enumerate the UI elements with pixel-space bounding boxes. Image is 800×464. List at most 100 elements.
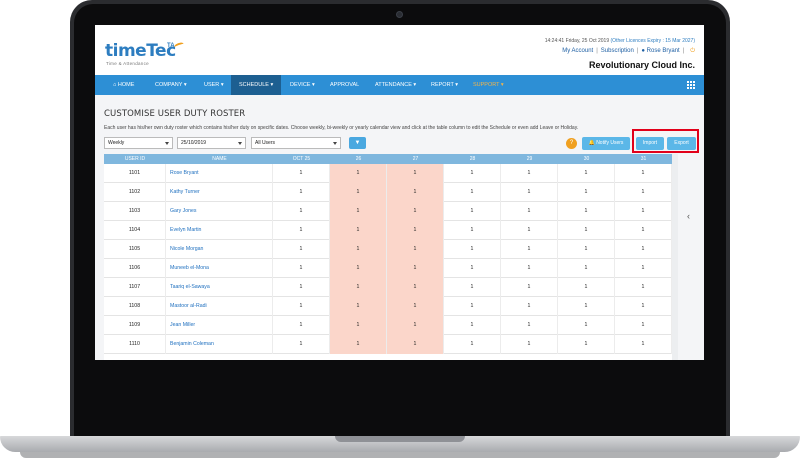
schedule-cell[interactable]: 1: [387, 335, 444, 354]
apps-grid-icon[interactable]: [687, 81, 695, 89]
schedule-cell[interactable]: 1: [273, 297, 330, 316]
schedule-cell[interactable]: 1: [558, 316, 615, 335]
filter-button[interactable]: ▼: [349, 137, 366, 149]
export-button[interactable]: Export: [667, 137, 696, 150]
schedule-cell[interactable]: 1: [330, 297, 387, 316]
timetec-logo[interactable]: timeTec: [105, 41, 176, 61]
user-name-link[interactable]: Gary Jones: [166, 202, 273, 221]
import-button[interactable]: Import: [636, 137, 664, 150]
schedule-cell[interactable]: 1: [273, 316, 330, 335]
schedule-cell[interactable]: 1: [330, 202, 387, 221]
schedule-cell[interactable]: 1: [330, 316, 387, 335]
schedule-cell[interactable]: 1: [444, 164, 501, 183]
schedule-cell[interactable]: 1: [444, 259, 501, 278]
schedule-cell[interactable]: 1: [558, 278, 615, 297]
schedule-cell[interactable]: 1: [615, 278, 672, 297]
schedule-cell[interactable]: 1: [558, 221, 615, 240]
schedule-cell[interactable]: 1: [444, 297, 501, 316]
schedule-cell[interactable]: 1: [615, 259, 672, 278]
schedule-cell[interactable]: 1: [330, 335, 387, 354]
schedule-cell[interactable]: 1: [501, 240, 558, 259]
schedule-cell[interactable]: 1: [387, 240, 444, 259]
schedule-cell[interactable]: 1: [387, 164, 444, 183]
schedule-cell[interactable]: 1: [387, 316, 444, 335]
nav-report[interactable]: REPORT ▾: [431, 82, 459, 88]
user-name-link[interactable]: Rose Bryant: [166, 164, 273, 183]
schedule-cell[interactable]: 1: [558, 164, 615, 183]
schedule-cell[interactable]: 1: [330, 278, 387, 297]
schedule-cell[interactable]: 1: [330, 164, 387, 183]
schedule-cell[interactable]: 1: [444, 240, 501, 259]
schedule-cell[interactable]: 1: [501, 202, 558, 221]
schedule-cell[interactable]: 1: [501, 316, 558, 335]
schedule-cell[interactable]: 1: [444, 202, 501, 221]
user-name-link[interactable]: Mastoor al-Radi: [166, 297, 273, 316]
users-select[interactable]: All Users: [251, 137, 341, 149]
help-button[interactable]: ?: [566, 138, 577, 149]
schedule-cell[interactable]: 1: [330, 183, 387, 202]
schedule-cell[interactable]: 1: [387, 221, 444, 240]
schedule-cell[interactable]: 1: [330, 221, 387, 240]
schedule-cell[interactable]: 1: [444, 221, 501, 240]
schedule-cell[interactable]: 1: [558, 202, 615, 221]
schedule-cell[interactable]: 1: [501, 278, 558, 297]
schedule-cell[interactable]: 1: [387, 297, 444, 316]
schedule-cell[interactable]: 1: [387, 202, 444, 221]
schedule-cell[interactable]: 1: [444, 316, 501, 335]
user-name-link[interactable]: Evelyn Martin: [166, 221, 273, 240]
schedule-cell[interactable]: 1: [558, 240, 615, 259]
nav-user[interactable]: USER ▾: [204, 82, 224, 88]
schedule-cell[interactable]: 1: [501, 259, 558, 278]
nav-device[interactable]: DEVICE ▾: [290, 82, 315, 88]
schedule-cell[interactable]: 1: [330, 259, 387, 278]
schedule-cell[interactable]: 1: [558, 259, 615, 278]
user-name-link[interactable]: Benjamin Coleman: [166, 335, 273, 354]
schedule-cell[interactable]: 1: [501, 164, 558, 183]
schedule-cell[interactable]: 1: [615, 183, 672, 202]
user-name-link[interactable]: Jean Miller: [166, 316, 273, 335]
schedule-cell[interactable]: 1: [387, 278, 444, 297]
nav-approval[interactable]: APPROVAL: [330, 82, 360, 88]
notify-users-button[interactable]: 🔔 Notify Users: [582, 137, 630, 150]
chevron-left-icon[interactable]: ‹: [687, 211, 690, 221]
nav-company[interactable]: COMPANY ▾: [155, 82, 187, 88]
nav-schedule[interactable]: SCHEDULE ▾: [231, 75, 281, 95]
schedule-cell[interactable]: 1: [444, 278, 501, 297]
nav-support[interactable]: SUPPORT ▾: [473, 82, 504, 88]
schedule-cell[interactable]: 1: [558, 297, 615, 316]
schedule-cell[interactable]: 1: [273, 278, 330, 297]
schedule-cell[interactable]: 1: [501, 183, 558, 202]
schedule-cell[interactable]: 1: [615, 335, 672, 354]
schedule-cell[interactable]: 1: [273, 183, 330, 202]
schedule-cell[interactable]: 1: [273, 202, 330, 221]
view-select[interactable]: Weekly: [104, 137, 173, 149]
user-name-link[interactable]: Rose Bryant: [646, 48, 680, 54]
schedule-cell[interactable]: 1: [387, 259, 444, 278]
schedule-cell[interactable]: 1: [615, 297, 672, 316]
schedule-cell[interactable]: 1: [273, 240, 330, 259]
power-icon[interactable]: ⏻: [690, 48, 695, 54]
schedule-cell[interactable]: 1: [615, 164, 672, 183]
schedule-cell[interactable]: 1: [501, 335, 558, 354]
nav-attendance[interactable]: ATTENDANCE ▾: [375, 82, 417, 88]
schedule-cell[interactable]: 1: [273, 164, 330, 183]
schedule-cell[interactable]: 1: [273, 259, 330, 278]
vertical-scrollbar[interactable]: [672, 154, 678, 360]
date-select[interactable]: 25/10/2019: [177, 137, 246, 149]
user-name-link[interactable]: Nicole Morgan: [166, 240, 273, 259]
user-name-link[interactable]: Kathy Turner: [166, 183, 273, 202]
schedule-cell[interactable]: 1: [330, 240, 387, 259]
schedule-cell[interactable]: 1: [615, 221, 672, 240]
licence-expiry-link[interactable]: (Other Licences Expiry : 15 Mar 2027): [610, 38, 695, 44]
subscription-link[interactable]: Subscription: [600, 48, 634, 54]
user-name-link[interactable]: Taariq el-Sawaya: [166, 278, 273, 297]
schedule-cell[interactable]: 1: [501, 297, 558, 316]
schedule-cell[interactable]: 1: [273, 335, 330, 354]
my-account-link[interactable]: My Account: [562, 48, 594, 54]
user-name-link[interactable]: Muneeb el-Mona: [166, 259, 273, 278]
schedule-cell[interactable]: 1: [558, 183, 615, 202]
schedule-cell[interactable]: 1: [444, 183, 501, 202]
schedule-cell[interactable]: 1: [615, 202, 672, 221]
schedule-cell[interactable]: 1: [387, 183, 444, 202]
schedule-cell[interactable]: 1: [501, 221, 558, 240]
